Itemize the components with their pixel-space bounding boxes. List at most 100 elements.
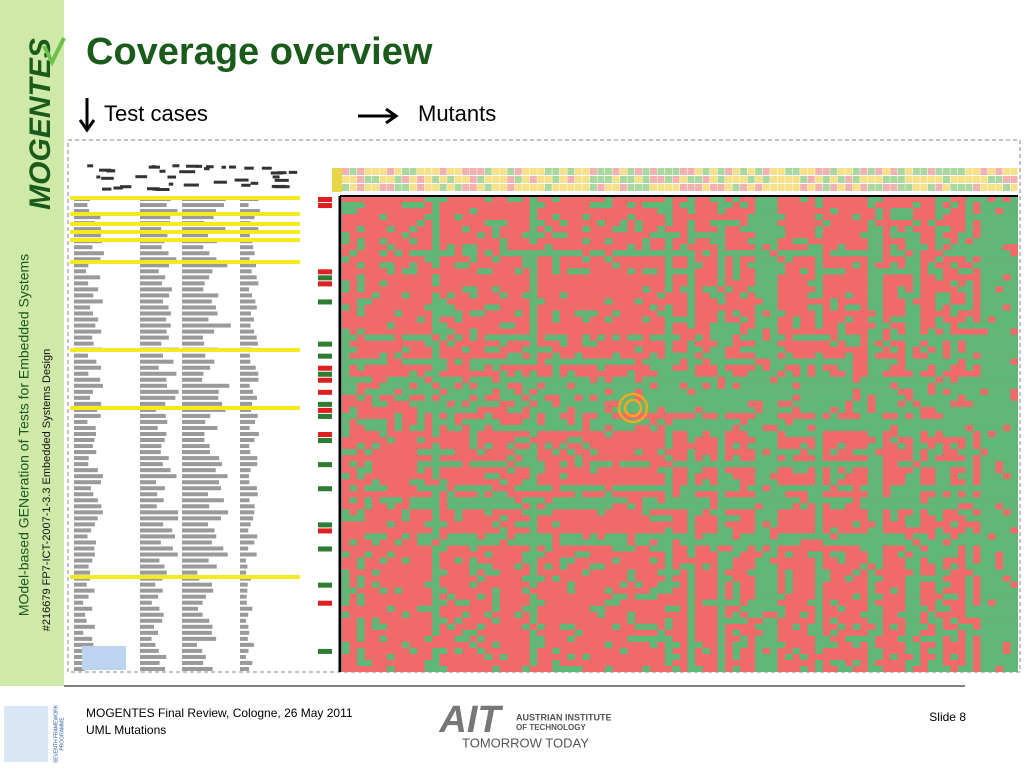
cell-killed (402, 515, 410, 522)
header-cell (424, 184, 432, 191)
cell-killed (589, 467, 598, 474)
cell-killed (702, 286, 718, 293)
cell-killed (755, 437, 778, 444)
test-case-cell (240, 317, 254, 322)
cell-killed (462, 250, 478, 257)
test-case-cell (240, 522, 251, 527)
header-cell (627, 184, 635, 191)
test-case-cell (182, 654, 206, 659)
test-case-cell (182, 359, 215, 364)
cell-killed (424, 665, 448, 672)
test-case-cell (182, 293, 219, 298)
cell-killed (680, 539, 801, 546)
cell-killed (387, 376, 425, 383)
cell-killed (1010, 647, 1018, 654)
cell-killed (935, 653, 943, 660)
cell-killed (1010, 575, 1018, 582)
cell-killed (957, 268, 973, 275)
test-case-cell (140, 492, 158, 497)
cell-killed (815, 503, 823, 510)
cell-killed (687, 575, 696, 582)
cell-killed (687, 292, 696, 299)
cell-killed (717, 647, 726, 654)
cell-killed (664, 653, 680, 660)
test-case-cell (74, 413, 101, 418)
cell-killed (965, 358, 1011, 365)
header-cell (1002, 168, 1010, 175)
cell-killed (589, 449, 598, 456)
cell-killed (860, 376, 936, 383)
cell-killed (927, 509, 943, 516)
header-cell (447, 184, 455, 191)
cell-killed (717, 569, 726, 576)
test-case-cell (182, 480, 220, 485)
cell-killed (627, 370, 635, 377)
cell-killed (417, 437, 425, 444)
cell-killed (664, 352, 696, 359)
test-case-cell (74, 257, 101, 262)
cell-killed (342, 358, 388, 365)
cell-killed (702, 533, 733, 540)
cell-killed (342, 256, 350, 263)
cell-killed (387, 322, 395, 329)
cell-killed (357, 659, 373, 666)
cell-killed (980, 286, 996, 293)
cell-killed (755, 473, 771, 480)
cell-killed (342, 334, 358, 341)
cell-killed (649, 364, 673, 371)
cell-killed (717, 244, 726, 251)
header-cell (604, 168, 612, 175)
cell-killed (830, 551, 846, 558)
test-case-cell (240, 335, 257, 340)
test-case-cell (182, 329, 215, 334)
test-case-cell (74, 546, 95, 551)
test-case-cell (74, 401, 102, 406)
test-case-cell (140, 227, 162, 232)
cell-killed (687, 629, 696, 636)
cell-killed (815, 286, 823, 293)
cell-killed (755, 623, 778, 630)
cell-killed (409, 370, 418, 377)
cell-killed (755, 232, 786, 239)
cell-killed (980, 623, 1018, 630)
test-case-cell (240, 329, 255, 334)
cell-killed (394, 250, 403, 257)
cell-killed (687, 220, 696, 227)
cell-killed (905, 575, 943, 582)
cell-killed (950, 521, 958, 528)
cell-killed (484, 551, 493, 558)
cell-killed (965, 292, 973, 299)
cell-killed (529, 527, 538, 534)
cell-killed (965, 653, 973, 660)
header-cell (1010, 176, 1018, 183)
cell-killed (905, 358, 958, 365)
cell-killed (552, 647, 560, 654)
header-cell (409, 176, 417, 183)
cell-killed (755, 292, 778, 299)
header-cell (387, 176, 395, 183)
cell-killed (477, 268, 493, 275)
cell-killed (499, 292, 508, 299)
test-case-cell (240, 215, 255, 220)
cell-killed (559, 220, 568, 227)
test-case-cell (140, 233, 168, 238)
cell-killed (860, 497, 921, 504)
header-text (204, 167, 210, 171)
cell-killed (522, 232, 545, 239)
fp7-text: PROGRAMME (59, 717, 65, 751)
cell-killed (875, 521, 883, 528)
verdict-cell (318, 281, 332, 287)
cell-killed (905, 473, 921, 480)
cell-killed (717, 268, 726, 275)
cell-killed (837, 322, 846, 329)
cell-killed (387, 437, 395, 444)
cell-killed (837, 334, 861, 341)
cell-killed (747, 328, 763, 335)
cell-killed (589, 424, 605, 431)
cell-killed (717, 635, 726, 642)
cell-killed (454, 316, 463, 323)
test-case-cell (240, 594, 247, 599)
header-cell (680, 176, 688, 183)
cell-killed (785, 430, 823, 438)
cell-killed (747, 220, 778, 227)
